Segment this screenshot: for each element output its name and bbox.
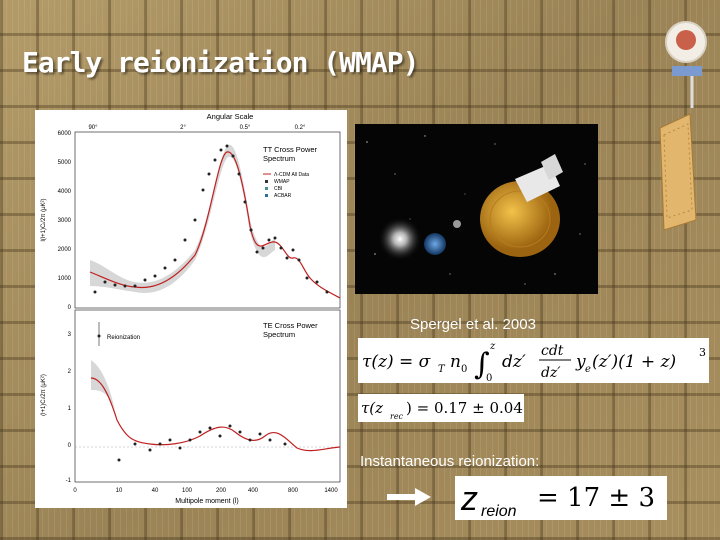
top-tick: 2°: [180, 125, 186, 131]
tt-ytick: 4000: [58, 189, 72, 195]
eq-n0-sub: 0: [461, 364, 467, 375]
tt-title: TT Cross Power: [263, 145, 318, 154]
zreion-equation: z reion = 17 ± 3: [455, 476, 667, 520]
te-data-points: [117, 424, 287, 462]
top-tick: 0.2°: [295, 125, 306, 131]
tau-value-equation: τ(z rec ) = 0.17 ± 0.04: [358, 394, 524, 422]
eq-tail2: (z′)(1 + z): [592, 352, 676, 372]
te-ylabel: (l+1)Cₗ/2π (μK²): [41, 374, 47, 416]
eq-frac-num: cdt: [541, 343, 564, 359]
xtick: 40: [152, 488, 159, 494]
eq-frac-den: dz′: [541, 365, 561, 381]
top-tick: 0.5°: [240, 125, 251, 131]
zreion-sub: reion: [481, 503, 517, 520]
xtick: 100: [182, 488, 193, 494]
wmap-spacecraft-image: [355, 124, 598, 294]
xlabel: Multipole moment (l): [175, 498, 238, 505]
te-title: TE Cross Power: [263, 321, 318, 330]
top-tick: 90°: [88, 125, 98, 131]
tau-sub: rec: [390, 412, 404, 421]
legend-cbi: CBI: [274, 186, 282, 192]
caption: Spergel et al. 2003: [410, 316, 536, 333]
tau-integral-equation: τ(z) = σ T n 0 ∫ z 0 dz′ cdt dz′ y e (z′…: [358, 338, 709, 383]
eq-n0: n: [450, 352, 461, 372]
tt-panel-frame: [74, 131, 341, 309]
zreion-z: z: [460, 480, 478, 518]
ornament-decoration: [659, 21, 707, 231]
zreion-rhs: = 17 ± 3: [537, 483, 655, 513]
xtick: 1400: [324, 488, 338, 494]
xtick: 10: [116, 488, 123, 494]
tt-ytick: 6000: [58, 131, 72, 137]
eq-tail: y: [575, 352, 586, 372]
tt-data-points: [93, 144, 329, 294]
eq-exp: 3: [699, 346, 706, 359]
eq-int-lower: 0: [486, 373, 492, 383]
xtick: 200: [216, 488, 227, 494]
legend-wmap: WMAP: [274, 179, 290, 185]
te-ytick: 2: [68, 369, 72, 375]
eq-lhs: τ(z) = σ: [362, 352, 431, 372]
xtick: 400: [248, 488, 259, 494]
te-model-curve: [90, 377, 341, 452]
legend-lcdm: Λ-CDM All Data: [274, 172, 309, 178]
te-annotation: Reionization: [107, 335, 140, 341]
arrow-right-icon: [387, 488, 431, 506]
tt-ylabel: l(l+1)Cₗ/2π (μK²): [41, 198, 47, 241]
te-ytick: 1: [68, 406, 72, 412]
tt-ytick: 1000: [58, 276, 72, 282]
slide-title: Early reionization (WMAP): [22, 46, 419, 79]
tau-lhs: τ(z: [361, 399, 383, 417]
xtick: 0: [73, 488, 77, 494]
tt-model-curve: [89, 151, 341, 299]
te-ytick: -1: [66, 478, 72, 484]
instantaneous-label: Instantaneous reionization:: [360, 453, 540, 470]
te-ytick: 0: [68, 443, 72, 449]
eq-tail-sub: e: [585, 364, 591, 375]
integral-sign: ∫: [474, 347, 490, 382]
xtick: 800: [288, 488, 299, 494]
eq-dz: dz′: [502, 352, 526, 372]
tt-ytick: 2000: [58, 247, 72, 253]
te-title-2: Spectrum: [263, 330, 295, 339]
tt-ytick: 0: [68, 305, 72, 311]
legend-acbar: ACBAR: [274, 193, 292, 199]
te-panel-frame: [74, 309, 341, 483]
tt-ytick: 3000: [58, 218, 72, 224]
tt-title-2: Spectrum: [263, 154, 295, 163]
eq-int-upper: z: [489, 341, 496, 352]
tau-rhs: ) = 0.17 ± 0.04: [406, 399, 523, 417]
top-axis-title: Angular Scale: [207, 112, 254, 121]
eq-sub-t: T: [438, 364, 446, 375]
wmap-power-spectrum-figure: Angular Scale 90° 2° 0.5° 0.2° 6000 5000…: [35, 110, 347, 508]
tt-ytick: 5000: [58, 160, 72, 166]
te-ytick: 3: [68, 332, 72, 338]
